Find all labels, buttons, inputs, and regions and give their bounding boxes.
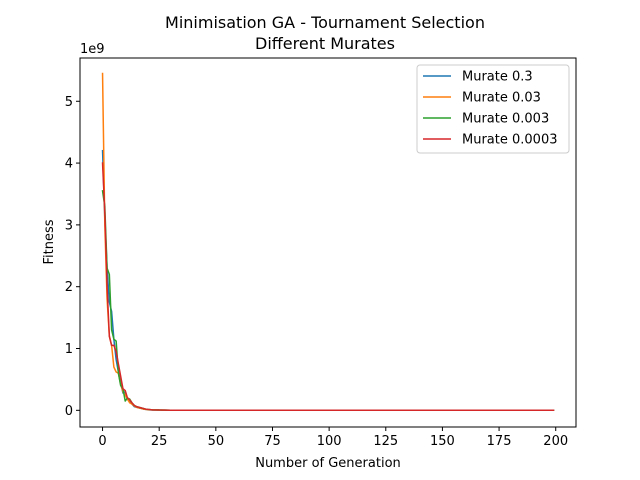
y-tick-label: 2 — [65, 280, 73, 295]
chart-title: Minimisation GA - Tournament Selection — [165, 13, 485, 32]
x-axis-label: Number of Generation — [255, 456, 401, 471]
x-tick-label: 100 — [317, 434, 342, 449]
series-layer — [101, 72, 555, 412]
legend-label-2: Murate 0.003 — [462, 112, 549, 127]
y-tick-label: 0 — [65, 404, 73, 419]
series-line-3 — [101, 162, 555, 412]
y-tick-label: 4 — [65, 157, 73, 172]
x-tick-label: 75 — [264, 434, 281, 449]
y-tick-label: 5 — [65, 95, 73, 110]
x-tick-label: 125 — [373, 434, 398, 449]
x-tick-label: 200 — [543, 434, 568, 449]
legend-box — [416, 64, 570, 154]
x-tick-label: 25 — [151, 434, 168, 449]
legend-label-1: Murate 0.03 — [462, 91, 541, 106]
x-tick-label: 50 — [208, 434, 225, 449]
y-tick-label: 1 — [65, 342, 73, 357]
y-axis-label: Fitness — [42, 219, 57, 264]
x-tick-label: 0 — [98, 434, 106, 449]
chart-subtitle: Different Murates — [255, 34, 395, 53]
tick-layer: 0 25 50 75 100 125 150 175 200 0 1 2 3 4 5 — [65, 95, 568, 449]
legend-label-0: Murate 0.3 — [462, 70, 533, 85]
y-offset-label: 1e9 — [80, 42, 105, 57]
y-tick-label: 3 — [65, 218, 73, 233]
x-tick-label: 150 — [430, 434, 455, 449]
axes-frame — [79, 57, 577, 428]
legend-label-3: Murate 0.0003 — [462, 133, 557, 148]
x-tick-label: 175 — [487, 434, 512, 449]
legend: Murate 0.3 Murate 0.03 Murate 0.003 Murate … — [416, 64, 570, 154]
